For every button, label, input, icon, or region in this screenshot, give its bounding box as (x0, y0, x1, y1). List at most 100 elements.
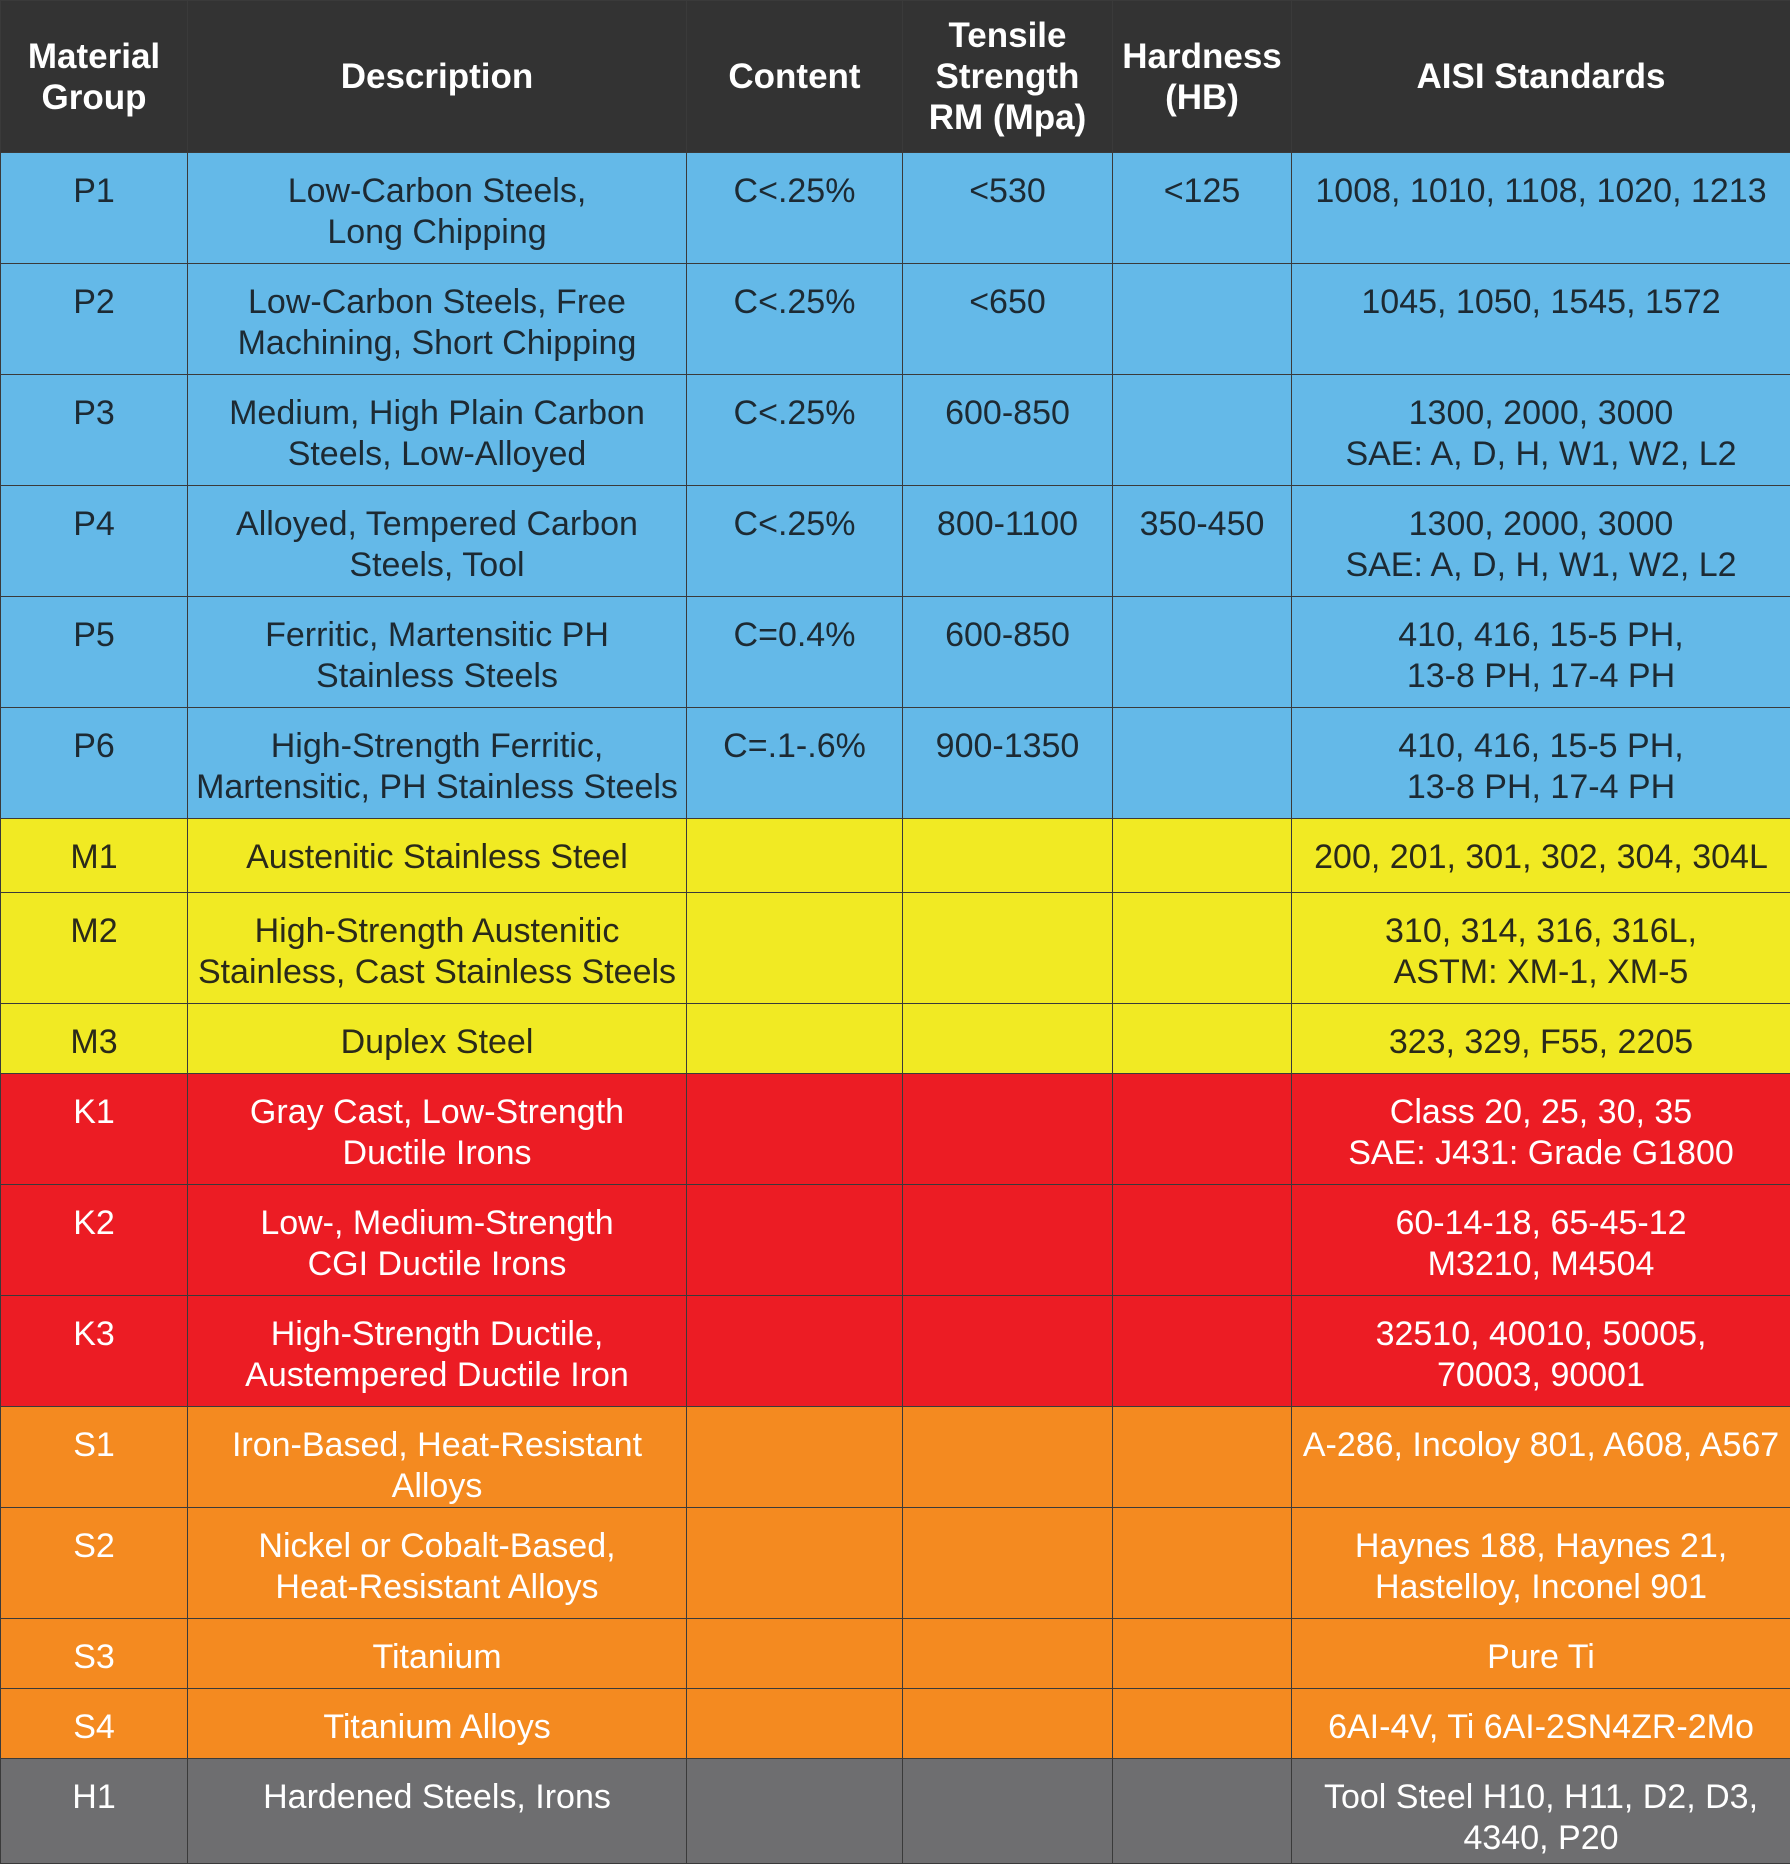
description-cell-text: Iron-Based, Heat-Resistant Alloys (194, 1425, 680, 1507)
description-cell-text: Titanium Alloys (194, 1707, 680, 1748)
hardness-cell: <125 (1113, 153, 1292, 264)
aisi-standards-cell: Haynes 188, Haynes 21, Hastelloy, Incone… (1292, 1508, 1790, 1619)
aisi-standards-cell: 1300, 2000, 3000 SAE: A, D, H, W1, W2, L… (1292, 375, 1790, 486)
description-cell: Low-Carbon Steels, Free Machining, Short… (188, 264, 687, 375)
description-cell: Low-, Medium-Strength CGI Ductile Irons (188, 1185, 687, 1296)
description-cell-text: Austenitic Stainless Steel (194, 837, 680, 878)
content-cell: C<.25% (687, 375, 903, 486)
content-cell: C<.25% (687, 153, 903, 264)
group-cell-text: K1 (7, 1092, 181, 1133)
group-cell-text: K2 (7, 1203, 181, 1244)
hardness-cell (1113, 1185, 1292, 1296)
table-row: S4 Titanium Alloys 6AI-4V, Ti 6AI-2SN4ZR-2… (1, 1689, 1790, 1759)
description-cell-text: Nickel or Cobalt-Based, Heat-Resistant A… (194, 1526, 680, 1608)
aisi-standards-cell-text: 310, 314, 316, 316L, ASTM: XM-1, XM-5 (1298, 911, 1784, 993)
tensile-strength-cell: 600-850 (903, 375, 1113, 486)
tensile-strength-cell (903, 1689, 1113, 1759)
group-cell-text: P4 (7, 504, 181, 545)
description-cell-text: High-Strength Austenitic Stainless, Cast… (194, 911, 680, 993)
group-cell: P2 (1, 264, 188, 375)
content-cell (687, 1296, 903, 1407)
description-cell: Medium, High Plain Carbon Steels, Low-Al… (188, 375, 687, 486)
hardness-cell (1113, 1689, 1292, 1759)
tensile-strength-cell: 600-850 (903, 597, 1113, 708)
tensile-strength-cell (903, 1407, 1113, 1508)
header-material-group: Material Group (1, 1, 188, 153)
description-cell: Alloyed, Tempered Carbon Steels, Tool (188, 486, 687, 597)
group-cell: P6 (1, 708, 188, 819)
group-cell: S4 (1, 1689, 188, 1759)
tensile-strength-cell (903, 1296, 1113, 1407)
content-cell-text: C=.1-.6% (693, 726, 896, 767)
content-cell (687, 1759, 903, 1864)
aisi-standards-cell: Tool Steel H10, H11, D2, D3, 4340, P20 (1292, 1759, 1790, 1864)
description-cell-text: Medium, High Plain Carbon Steels, Low-Al… (194, 393, 680, 475)
tensile-strength-cell-text: 600-850 (909, 615, 1106, 656)
tensile-strength-cell (903, 1508, 1113, 1619)
description-cell: Ferritic, Martensitic PH Stainless Steel… (188, 597, 687, 708)
aisi-standards-cell-text: 1008, 1010, 1108, 1020, 1213 (1298, 171, 1784, 212)
description-cell: Hardened Steels, Irons (188, 1759, 687, 1864)
aisi-standards-cell-text: 6AI-4V, Ti 6AI-2SN4ZR-2Mo (1298, 1707, 1784, 1748)
group-cell: K3 (1, 1296, 188, 1407)
aisi-standards-cell-text: 1300, 2000, 3000 SAE: A, D, H, W1, W2, L… (1298, 393, 1784, 475)
group-cell-text: P5 (7, 615, 181, 656)
hardness-cell-text: 350-450 (1119, 504, 1285, 545)
group-cell-text: M3 (7, 1022, 181, 1063)
description-cell: Duplex Steel (188, 1004, 687, 1074)
description-cell: High-Strength Austenitic Stainless, Cast… (188, 893, 687, 1004)
aisi-standards-cell-text: 410, 416, 15-5 PH, 13-8 PH, 17-4 PH (1298, 726, 1784, 808)
content-cell-text: C<.25% (693, 504, 896, 545)
tensile-strength-cell-text: <650 (909, 282, 1106, 323)
aisi-standards-cell-text: 410, 416, 15-5 PH, 13-8 PH, 17-4 PH (1298, 615, 1784, 697)
description-cell-text: Duplex Steel (194, 1022, 680, 1063)
aisi-standards-cell: 6AI-4V, Ti 6AI-2SN4ZR-2Mo (1292, 1689, 1790, 1759)
tensile-strength-cell-text: 900-1350 (909, 726, 1106, 767)
group-cell: S1 (1, 1407, 188, 1508)
hardness-cell (1113, 264, 1292, 375)
tensile-strength-cell (903, 893, 1113, 1004)
group-cell-text: S4 (7, 1707, 181, 1748)
content-cell (687, 1689, 903, 1759)
description-cell: Austenitic Stainless Steel (188, 819, 687, 893)
aisi-standards-cell-text: Pure Ti (1298, 1637, 1784, 1678)
group-cell: M2 (1, 893, 188, 1004)
content-cell (687, 1074, 903, 1185)
aisi-standards-cell-text: 60-14-18, 65-45-12 M3210, M4504 (1298, 1203, 1784, 1285)
hardness-cell (1113, 1004, 1292, 1074)
group-cell: P4 (1, 486, 188, 597)
description-cell-text: High-Strength Ductile, Austempered Ducti… (194, 1314, 680, 1396)
tensile-strength-cell-text: <530 (909, 171, 1106, 212)
group-cell: P1 (1, 153, 188, 264)
aisi-standards-cell-text: Tool Steel H10, H11, D2, D3, 4340, P20 (1298, 1777, 1784, 1859)
aisi-standards-cell: 410, 416, 15-5 PH, 13-8 PH, 17-4 PH (1292, 597, 1790, 708)
aisi-standards-cell-text: 1300, 2000, 3000 SAE: A, D, H, W1, W2, L… (1298, 504, 1784, 586)
tensile-strength-cell: <530 (903, 153, 1113, 264)
tensile-strength-cell: 800-1100 (903, 486, 1113, 597)
group-cell-text: K3 (7, 1314, 181, 1355)
group-cell: M1 (1, 819, 188, 893)
aisi-standards-cell-text: 323, 329, F55, 2205 (1298, 1022, 1784, 1063)
tensile-strength-cell (903, 1004, 1113, 1074)
description-cell: Low-Carbon Steels, Long Chipping (188, 153, 687, 264)
aisi-standards-cell-text: Class 20, 25, 30, 35 SAE: J431: Grade G1… (1298, 1092, 1784, 1174)
group-cell: M3 (1, 1004, 188, 1074)
group-cell-text: P1 (7, 171, 181, 212)
content-cell (687, 1508, 903, 1619)
hardness-cell: 350-450 (1113, 486, 1292, 597)
content-cell: C=0.4% (687, 597, 903, 708)
group-cell: S3 (1, 1619, 188, 1689)
tensile-strength-cell: 900-1350 (903, 708, 1113, 819)
aisi-standards-cell: A-286, Incoloy 801, A608, A567 (1292, 1407, 1790, 1508)
group-cell-text: S1 (7, 1425, 181, 1466)
aisi-standards-cell: 1045, 1050, 1545, 1572 (1292, 264, 1790, 375)
